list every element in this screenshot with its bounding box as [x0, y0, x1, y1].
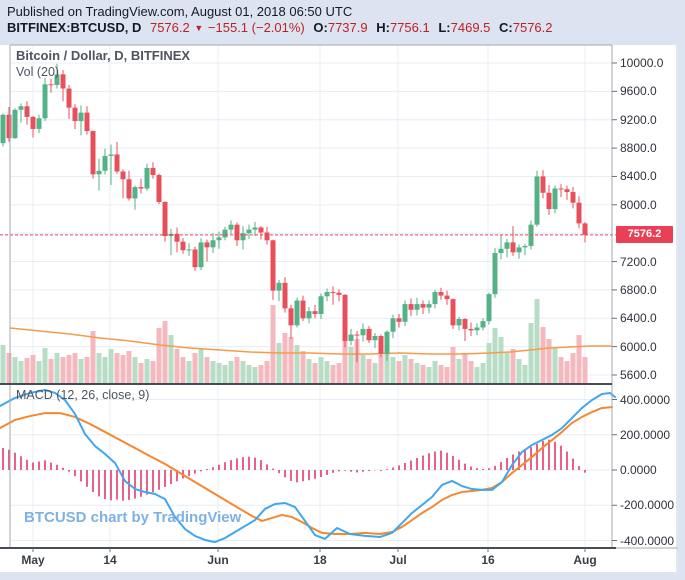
open-value: 7737.9: [327, 20, 368, 35]
ticker-line: BITFINEX:BTCUSD, D 7576.2 ▼ −155.1 (−2.0…: [7, 20, 553, 35]
high-label: H:: [376, 20, 390, 35]
tradingview-watermark-link[interactable]: BTCUSD chart by TradingView: [24, 509, 242, 526]
close-label: C:: [499, 20, 513, 35]
ticker-last-price: 7576.2: [149, 20, 190, 35]
low-value: 7469.5: [450, 20, 491, 35]
down-triangle-icon: ▼: [194, 23, 204, 33]
published-line: Published on TradingView.com, August 01,…: [7, 4, 353, 19]
close-value: 7576.2: [512, 20, 553, 35]
high-value: 7756.1: [389, 20, 430, 35]
open-label: O:: [313, 20, 328, 35]
ticker-change: −155.1 (−2.01%): [207, 20, 305, 35]
last-price-badge: 7576.2: [616, 226, 673, 244]
ticker-symbol: BITFINEX:BTCUSD, D: [7, 20, 142, 35]
low-label: L:: [438, 20, 451, 35]
